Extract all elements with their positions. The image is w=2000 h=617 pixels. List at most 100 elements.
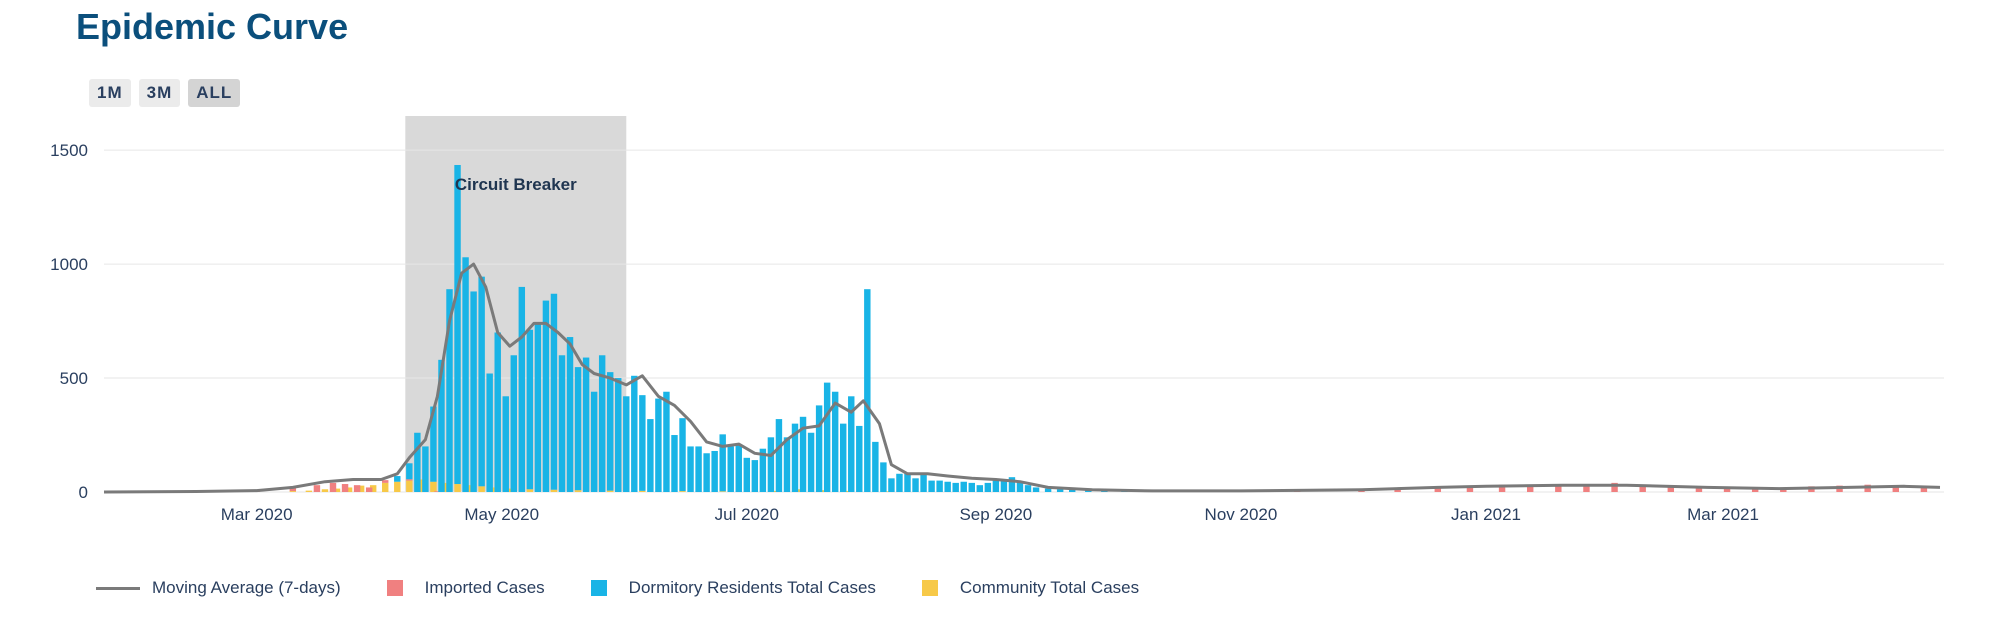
legend-swatch-community [921, 580, 938, 596]
range-button-1m[interactable]: 1M [89, 79, 131, 107]
legend-item-moving-average[interactable]: Moving Average (7-days) [96, 578, 341, 598]
bar-dormitory-34 [671, 435, 678, 492]
bar-dormitory-20 [558, 355, 566, 492]
bar-dormitory-55 [840, 423, 847, 492]
bar-community-6 [369, 485, 377, 492]
bar-imported-34 [1892, 485, 1900, 492]
bar-community-28 [844, 490, 851, 492]
bar-dormitory-59 [872, 441, 879, 492]
bar-dormitory-78 [1024, 485, 1032, 492]
legend-item-community[interactable]: Community Total Cases [908, 578, 1139, 598]
bar-dormitory-29 [631, 375, 638, 492]
bar-dormitory-21 [566, 337, 574, 492]
bar-imported-26 [1667, 486, 1675, 492]
bar-dormitory-26 [606, 372, 614, 491]
bar-dormitory-51 [807, 432, 815, 492]
bar-dormitory-66 [928, 480, 935, 492]
legend-line-moving-average [96, 586, 140, 590]
legend-label-dormitory: Dormitory Residents Total Cases [628, 578, 876, 597]
page-title: Epidemic Curve [76, 6, 349, 47]
bar-community-29 [884, 491, 891, 492]
bar-dormitory-75 [1000, 480, 1008, 492]
bar-dormitory-6 [446, 289, 453, 492]
bar-dormitory-52 [815, 405, 823, 492]
bar-community-24 [719, 491, 726, 492]
legend-label-community: Community Total Cases [959, 578, 1140, 597]
y-tick-label-0: 0 [79, 483, 88, 502]
legend-item-dormitory[interactable]: Dormitory Residents Total Cases [577, 578, 876, 598]
bar-dormitory-46 [767, 437, 775, 492]
bar-dormitory-53 [823, 382, 831, 492]
bar-imported-9 [365, 487, 373, 492]
bar-dormitory-49 [791, 423, 799, 492]
bar-dormitory-28 [623, 396, 630, 492]
bar-dormitory-1 [406, 463, 413, 480]
bar-imported-22 [1555, 485, 1562, 492]
bar-community-20 [574, 490, 582, 492]
bar-imported-11 [406, 479, 413, 481]
bar-imported-10 [382, 480, 389, 483]
bar-dormitory-56 [848, 396, 855, 492]
bar-imported-4 [289, 486, 297, 492]
bar-dormitory-2 [414, 432, 421, 492]
bar-imported-35 [1920, 485, 1928, 492]
bar-imported-23 [1583, 484, 1590, 492]
bar-dormitory-12 [494, 332, 501, 492]
bar-community-14 [466, 485, 473, 492]
legend-label-imported: Imported Cases [424, 578, 545, 597]
bar-imported-20 [1498, 484, 1506, 492]
bar-community-9 [406, 480, 413, 492]
legend-item-imported[interactable]: Imported Cases [373, 578, 545, 598]
y-tick-label-2: 1000 [50, 255, 88, 274]
x-tick-label-0: Mar 2020 [221, 505, 293, 524]
bar-dormitory-67 [936, 480, 943, 492]
bar-community-27 [819, 490, 827, 492]
y-tick-label-1: 500 [60, 369, 88, 388]
bar-dormitory-19 [550, 293, 558, 490]
bar-imported-5 [313, 485, 321, 492]
x-tick-label-4: Nov 2020 [1205, 505, 1278, 524]
bar-dormitory-77 [1016, 482, 1024, 492]
bar-dormitory-37 [695, 446, 702, 492]
bar-dormitory-41 [727, 446, 734, 492]
bar-dormitory-25 [598, 355, 606, 492]
bar-dormitory-76 [1008, 477, 1016, 492]
bar-dormitory-42 [735, 444, 742, 492]
bar-dormitory-7 [454, 164, 461, 485]
x-tick-label-2: Jul 2020 [715, 505, 779, 524]
bar-dormitory-22 [574, 367, 582, 491]
bar-dormitory-47 [775, 419, 783, 492]
bar-dormitory-60 [880, 462, 887, 492]
range-selector: 1M 3M ALL [89, 79, 241, 107]
bar-community-23 [679, 491, 686, 492]
x-tick-label-5: Jan 2021 [1451, 505, 1521, 524]
bar-dormitory-30 [639, 395, 646, 491]
bar-dormitory-63 [904, 473, 911, 492]
bar-community-16 [490, 487, 497, 492]
bar-dormitory-61 [888, 478, 895, 492]
bar-community-25 [771, 490, 779, 492]
bar-dormitory-50 [799, 416, 807, 492]
range-button-3m[interactable]: 3M [138, 79, 181, 107]
bar-dormitory-27 [615, 378, 622, 492]
bar-dormitory-70 [960, 481, 967, 492]
bar-imported-8 [353, 485, 361, 492]
bar-dormitory-82 [1068, 489, 1076, 492]
range-button-all[interactable]: ALL [188, 79, 241, 107]
bar-dormitory-83 [1085, 490, 1092, 492]
bar-community-13 [454, 484, 461, 492]
bar-community-12 [442, 482, 449, 492]
bar-dormitory-15 [518, 286, 526, 492]
bar-community-1 [305, 490, 313, 492]
bar-dormitory-35 [679, 418, 686, 492]
bar-community-7 [382, 482, 389, 492]
bar-community-26 [795, 489, 803, 492]
bar-dormitory-39 [711, 450, 718, 492]
bar-dormitory-79 [1032, 487, 1040, 492]
bar-dormitory-69 [952, 482, 959, 492]
bar-imported-19 [1466, 485, 1474, 492]
bar-imported-6 [329, 482, 337, 492]
bar-dormitory-54 [831, 391, 839, 492]
